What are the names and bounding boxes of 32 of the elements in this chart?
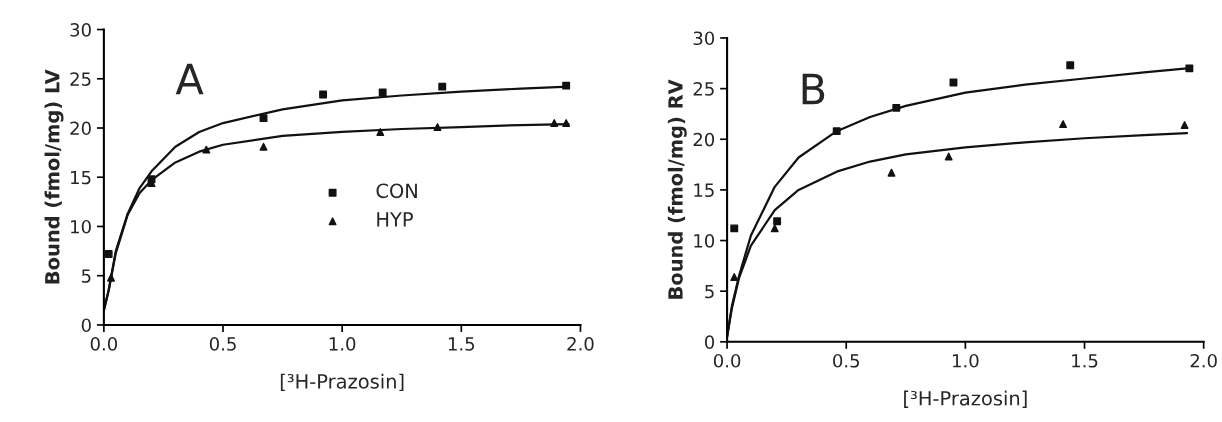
x-tick-label: 0.5	[833, 353, 860, 368]
annotation: B	[802, 73, 825, 105]
y-tick-label: 20	[70, 121, 91, 136]
y-tick-label: 5	[81, 269, 91, 283]
y-tick-label: 0	[704, 335, 715, 349]
y-tick-label: 5	[705, 284, 714, 299]
x-tick-label: 1.5	[448, 337, 475, 351]
y-tick-label: 30	[693, 31, 715, 46]
y-tick-label: 15	[71, 170, 91, 185]
y-tick-label: 10	[694, 234, 715, 248]
x-tick-label: 1.0	[329, 337, 356, 351]
y-tick-label: 25	[693, 82, 714, 96]
y-tick-label: 25	[70, 72, 91, 86]
annotation: A	[175, 63, 204, 95]
y-axis-title: Bound (fmol/mg) LV	[44, 69, 64, 284]
y-tick-label: 0	[81, 318, 91, 333]
x-axis-title: [³H-Prazosin]	[280, 373, 404, 391]
x-tick-label: 1.0	[953, 353, 979, 368]
x-tick-label: 2.0	[567, 337, 594, 351]
x-tick-label: 0.0	[90, 337, 118, 351]
x-tick-label: 1.5	[1072, 354, 1098, 368]
x-tick-label: 2.0	[1190, 353, 1217, 368]
legend-label: CON	[376, 183, 417, 199]
y-tick-label: 15	[694, 183, 714, 198]
y-tick-label: 10	[71, 219, 91, 234]
legend-label: HYP	[377, 212, 413, 227]
y-tick-label: 20	[693, 132, 715, 147]
y-axis-title: Bound (fmol/mg) RV	[667, 79, 687, 299]
y-tick-label: 30	[70, 23, 91, 37]
x-tick-label: 0.0	[713, 353, 741, 368]
x-tick-label: 0.5	[209, 337, 236, 351]
x-axis-title: [³H-Prazosin]	[904, 390, 1027, 408]
